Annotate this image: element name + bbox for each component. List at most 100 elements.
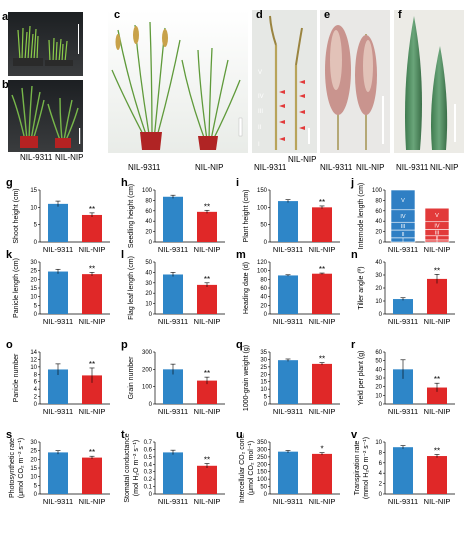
y-tick-label-l-3: 30 <box>145 281 152 287</box>
y-label-v: Transpiration rate <box>354 441 361 496</box>
y-label-group-m: Heading date (d) <box>243 262 250 314</box>
y-label-i: Plant height (cm) <box>243 190 250 243</box>
y-label-group-g: Shoot height (cm) <box>13 188 20 243</box>
y-tick-label-n-4: 40 <box>375 260 382 266</box>
y-tick-label-r-6: 60 <box>375 350 382 356</box>
y-label-l: Flag leaf length (cm) <box>128 256 135 320</box>
sig-marker-v-1: ** <box>434 446 440 455</box>
y-label-unit-u: (μmol CO₂ mol⁻¹) <box>248 441 255 495</box>
sig-marker-r-1: ** <box>434 375 440 384</box>
bar-n-1 <box>427 278 447 314</box>
sig-marker-t-1: ** <box>204 456 210 465</box>
y-tick-label-j-0: 0 <box>379 240 383 246</box>
y-tick-label-r-2: 20 <box>375 385 382 391</box>
panel-letter-t: t <box>121 429 125 441</box>
y-tick-label-p-0: 0 <box>149 402 153 408</box>
y-label-u: Intercellular CO₂ conc. <box>239 433 246 503</box>
y-tick-label-i-2: 100 <box>257 205 268 211</box>
y-label-group-o: Panicle number <box>13 353 20 402</box>
y-tick-label-s-0: 0 <box>34 492 38 498</box>
y-label-group-v: Transpiration rate (mmol H₂O m⁻² s⁻¹) <box>354 437 370 499</box>
y-tick-label-o-4: 8 <box>34 372 38 378</box>
y-tick-label-u-3: 150 <box>257 470 268 476</box>
panel-letter-u: u <box>236 429 243 441</box>
segment-label-j-0-1: II <box>401 232 405 238</box>
x-category-m-0: NIL-9311 <box>273 317 303 326</box>
y-tick-label-u-6: 300 <box>257 447 268 453</box>
y-tick-label-n-0: 0 <box>379 312 383 318</box>
bar-o-0 <box>48 369 68 404</box>
y-tick-label-p-2: 200 <box>142 367 153 373</box>
y-tick-label-s-5: 25 <box>30 449 37 455</box>
y-tick-label-i-3: 150 <box>257 188 268 194</box>
panel-e-photo <box>320 10 390 153</box>
y-tick-label-r-3: 30 <box>375 376 382 382</box>
segment-j-1-4 <box>424 207 450 223</box>
y-tick-label-v-0: 0 <box>379 492 383 498</box>
x-category-o-1: NIL-NIP <box>79 407 106 416</box>
x-category-u-1: NIL-NIP <box>309 497 336 506</box>
x-category-h-1: NIL-NIP <box>194 245 221 254</box>
panel-c-photo <box>108 10 248 153</box>
x-category-v-1: NIL-NIP <box>424 497 451 506</box>
chart-s: s 0 5 10 15 20 25 30 Photosynthetic rate (μmol CO… <box>6 429 110 506</box>
panel-letter-o: o <box>6 339 13 351</box>
x-category-s-0: NIL-9311 <box>43 497 73 506</box>
y-tick-label-t-4: 0.4 <box>144 462 153 468</box>
segment-j-0-4 <box>390 189 416 211</box>
sig-marker-u-1: * <box>320 445 323 454</box>
y-tick-label-h-4: 80 <box>145 198 152 204</box>
chart-g: g 0 5 10 15 Shoot height (cm) ** NIL-9311 NIL-NI… <box>6 177 110 254</box>
y-tick-label-g-2: 10 <box>30 205 37 211</box>
panel-letter-j: j <box>350 177 354 189</box>
x-category-g-1: NIL-NIP <box>79 245 106 254</box>
y-label-k: Panicle length (cm) <box>13 258 20 318</box>
y-tick-label-q-3: 15 <box>260 380 267 386</box>
y-tick-label-p-1: 100 <box>142 385 153 391</box>
y-tick-label-k-3: 15 <box>30 286 37 292</box>
x-category-j-0: NIL-9311 <box>388 245 418 254</box>
panel-letter-e: e <box>324 9 330 21</box>
y-tick-label-n-2: 20 <box>375 286 382 292</box>
panel-letter-l: l <box>121 249 124 261</box>
internode-label-iii: III <box>258 109 263 115</box>
y-tick-label-h-5: 100 <box>142 188 153 194</box>
panel-f-photo <box>394 10 464 153</box>
chart-n: n 0 10 20 30 40 Tiller angle (º) ** NIL-9311 NIL-… <box>351 249 455 326</box>
y-tick-label-t-2: 0.2 <box>144 477 153 483</box>
y-tick-label-g-3: 15 <box>30 188 37 194</box>
panel-letter-g: g <box>6 177 13 189</box>
x-category-i-0: NIL-9311 <box>273 245 303 254</box>
bar-m-0 <box>278 275 298 314</box>
y-label-q: 1000-grain weight (g) <box>243 345 250 411</box>
y-tick-label-t-1: 0.1 <box>144 485 153 491</box>
x-category-i-1: NIL-NIP <box>309 245 336 254</box>
y-label-group-r: Yield per plant (g) <box>358 351 365 406</box>
segment-label-j-1-4: V <box>435 213 439 219</box>
y-tick-label-q-7: 35 <box>260 350 267 356</box>
y-tick-label-m-0: 0 <box>264 312 268 318</box>
x-category-s-1: NIL-NIP <box>79 497 106 506</box>
y-tick-label-t-6: 0.6 <box>144 447 153 453</box>
x-category-k-0: NIL-9311 <box>43 317 73 326</box>
y-tick-label-k-1: 5 <box>34 303 38 309</box>
y-tick-label-v-5: 10 <box>375 440 382 446</box>
internode-label-v: V <box>258 70 262 76</box>
bar-k-0 <box>48 271 68 314</box>
y-tick-label-u-4: 200 <box>257 462 268 468</box>
x-category-k-1: NIL-NIP <box>79 317 106 326</box>
y-tick-label-k-5: 25 <box>30 269 37 275</box>
photo-label-left-f: NIL-9311 <box>396 163 429 172</box>
photo-label-right-c: NIL-NIP <box>195 163 223 172</box>
bar-g-1 <box>82 214 102 242</box>
photo-label-left-c: NIL-9311 <box>128 163 161 172</box>
x-category-t-1: NIL-NIP <box>194 497 221 506</box>
y-tick-label-q-0: 0 <box>264 402 268 408</box>
y-tick-label-q-6: 30 <box>260 357 267 363</box>
y-label-s: Photosynthetic rate <box>9 438 16 498</box>
x-category-l-0: NIL-9311 <box>158 317 188 326</box>
y-tick-label-q-1: 5 <box>264 395 268 401</box>
